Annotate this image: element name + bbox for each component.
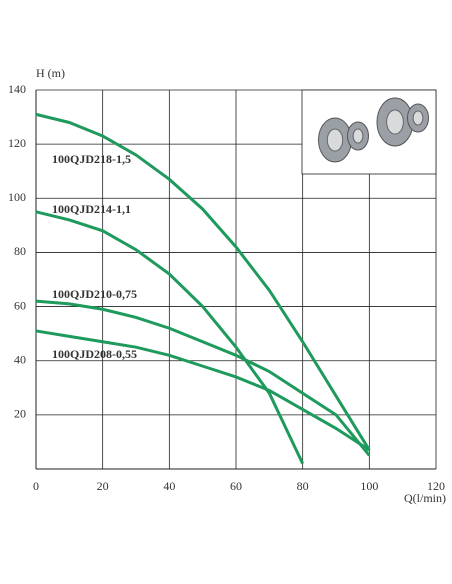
- y-tick-label: 60: [14, 298, 26, 312]
- series-label: 100QJD210-0,75: [52, 287, 137, 301]
- y-tick-label: 20: [14, 407, 26, 421]
- y-tick-label: 140: [8, 82, 26, 96]
- x-tick-label: 0: [33, 479, 39, 493]
- y-tick-label: 80: [14, 244, 26, 258]
- product-photo: [301, 89, 437, 175]
- x-tick-label: 100: [360, 479, 378, 493]
- y-axis-label: H (m): [36, 66, 65, 80]
- series-line: [35, 210, 305, 465]
- y-tick-label: 120: [8, 136, 26, 150]
- y-tick-label: 40: [14, 352, 26, 366]
- series-label: 100QJD214-1,1: [52, 202, 131, 216]
- x-tick-label: 80: [297, 479, 309, 493]
- photo-part: [412, 110, 424, 126]
- series-line: [35, 299, 371, 457]
- y-tick-label: 100: [8, 190, 26, 204]
- x-tick-label: 20: [97, 479, 109, 493]
- x-tick-label: 40: [163, 479, 175, 493]
- x-tick-label: 60: [230, 479, 242, 493]
- photo-part: [326, 128, 344, 152]
- series-label: 100QJD208-0,55: [52, 347, 137, 361]
- photo-part: [386, 109, 404, 135]
- series-line: [35, 329, 371, 452]
- x-axis-label: Q(l/min): [404, 491, 446, 505]
- series-label: 100QJD218-1,5: [52, 152, 131, 166]
- x-tick-label: 120: [427, 479, 445, 493]
- photo-part: [352, 128, 364, 144]
- series-line: [35, 112, 371, 451]
